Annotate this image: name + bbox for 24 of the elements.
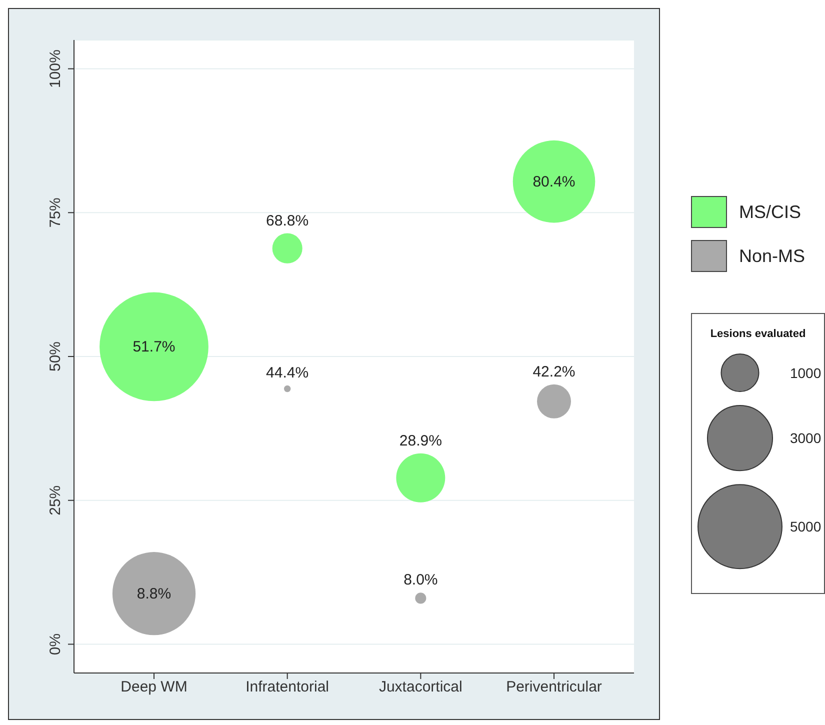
legend-title: Lesions evaluated [709, 328, 807, 340]
legend-label: Non-MS [739, 246, 806, 266]
legend-label: 5000 [790, 518, 822, 535]
data-label: 28.9% [399, 432, 442, 450]
y-tick-label: 75% [47, 198, 64, 228]
x-tick-label: Periventricular [506, 678, 602, 696]
y-tick-label: 25% [47, 485, 64, 516]
y-tick-label: 0% [47, 633, 64, 656]
data-label: 8.0% [404, 572, 438, 589]
x-tick-label: Juxtacortical [378, 678, 462, 696]
data-label: 51.7% [132, 338, 176, 356]
y-tick-label: 100% [47, 50, 64, 88]
data-label: 68.8% [266, 212, 309, 230]
legend-label: 1000 [790, 364, 822, 381]
x-tick-label: Deep WM [120, 678, 188, 696]
data-label: 44.4% [266, 364, 309, 382]
size-legend: Lesions evaluated 1000 3000 5000 [691, 313, 825, 594]
data-label: 42.2% [532, 363, 576, 380]
legend-label: MS/CIS [739, 202, 802, 222]
y-tick-label: 50% [47, 341, 64, 372]
data-label: 80.4% [532, 174, 576, 191]
legend-label: 3000 [790, 430, 822, 446]
x-tick-label: Infratentorial [246, 678, 330, 696]
data-label: 8.8% [136, 586, 172, 603]
